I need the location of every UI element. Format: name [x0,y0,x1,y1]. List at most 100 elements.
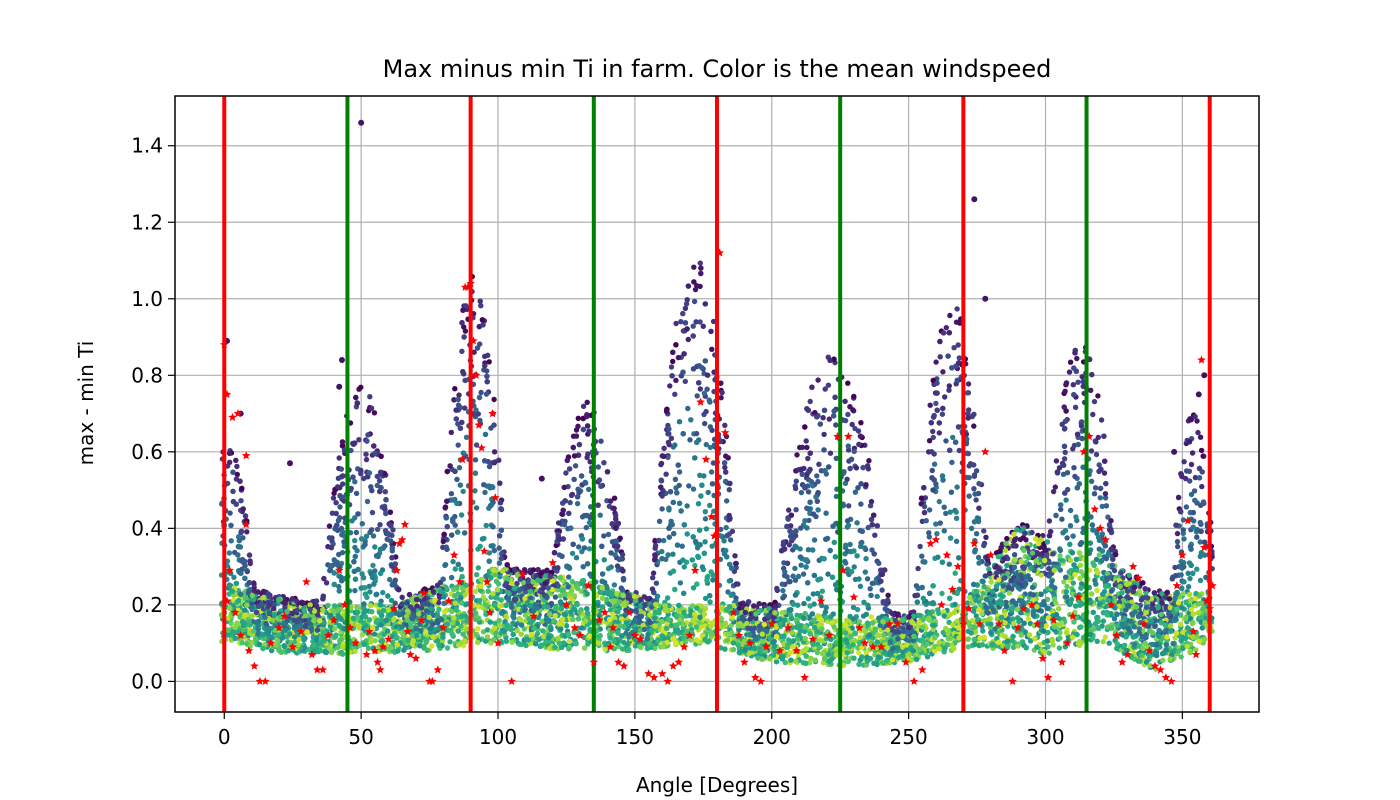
scatter-point [954,618,961,624]
scatter-point [473,442,480,448]
scatter-point [1080,529,1086,536]
scatter-point [650,575,656,581]
scatter-point [569,578,575,585]
scatter-point [581,634,587,641]
scatter-point [702,595,709,602]
scatter-point [380,589,386,596]
scatter-point [1175,543,1181,550]
scatter-point [1094,638,1100,644]
scatter-point [1045,629,1051,636]
scatter-point [874,593,880,600]
scatter-point [1114,645,1120,652]
scatter-point [858,501,864,507]
scatter-point [463,582,469,588]
scatter-point [980,590,986,597]
scatter-point [1194,534,1200,540]
scatter-point [814,498,820,504]
scatter-point [1194,566,1200,572]
scatter-point [1070,580,1077,586]
scatter-points [218,260,1215,672]
scatter-point [563,623,570,629]
scatter-point [1067,541,1073,547]
scatter-point [475,626,481,632]
scatter-point [933,400,939,407]
scatter-point [946,561,952,567]
scatter-point [926,530,932,536]
scatter-point [685,405,691,412]
scatter-point [1071,465,1077,471]
scatter-point [353,529,360,536]
scatter-point [233,457,239,463]
scatter-point [471,349,477,355]
scatter-point [953,515,960,521]
scatter-point [857,583,864,589]
scatter-point [792,577,799,583]
scatter-point [816,461,822,467]
scatter-point [693,319,699,325]
scatter-point [943,325,949,331]
scatter-point [1150,630,1156,636]
scatter-point [382,506,388,512]
scatter-point [948,489,955,495]
scatter-point [359,521,365,527]
scatter-point [475,546,481,552]
scatter-point [981,528,987,534]
scatter-point [1057,616,1063,622]
scatter-point [1143,631,1150,638]
scatter-point [443,607,450,613]
scatter-point [792,565,798,572]
scatter-point [650,570,657,576]
scatter-point [348,447,354,454]
scatter-point [1094,587,1100,593]
scatter-point [1049,578,1055,585]
scatter-point [697,386,703,392]
scatter-point [676,469,683,475]
scatter-point [1061,456,1068,462]
scatter-point [676,482,682,489]
scatter-point [869,580,875,587]
scatter-point [872,532,878,538]
scatter-point [793,644,799,650]
scatter-point [1198,447,1205,454]
scatter-point [815,377,821,383]
scatter-point [849,421,855,428]
scatter-point [845,658,851,665]
scatter-point [1077,562,1084,568]
scatter-point [805,455,811,462]
scatter-point [865,524,871,531]
scatter-point [971,486,977,492]
scatter-point [390,527,396,533]
scatter-point [956,555,962,561]
scatter-point [371,631,378,637]
scatter-point [794,452,800,458]
scatter-point [370,533,377,539]
scatter-point [929,467,935,474]
scatter-point [723,524,729,531]
scatter-point [833,493,840,500]
scatter-point [1183,504,1190,510]
scatter-point [369,609,375,615]
scatter-point [952,570,958,576]
scatter-point [930,428,936,435]
scatter-point [810,483,816,489]
scatter-point [1103,503,1110,509]
scatter-point [1058,506,1064,513]
scatter-point [482,353,488,360]
scatter-point [845,411,851,418]
scatter-point [842,558,848,565]
scatter-point [915,565,921,572]
scatter-point [473,505,480,511]
scatter-point [1090,411,1096,418]
scatter-point [1099,531,1106,537]
scatter-point [1092,621,1099,627]
scatter-point [1074,355,1080,362]
scatter-point [492,620,498,626]
scatter-point [926,507,933,513]
scatter-point [954,306,960,312]
scatter-point [1181,536,1187,542]
scatter-point [1136,626,1143,632]
scatter-point [666,534,672,540]
scatter-point [847,541,853,548]
scatter-point [368,405,375,411]
scatter-point [820,415,826,421]
